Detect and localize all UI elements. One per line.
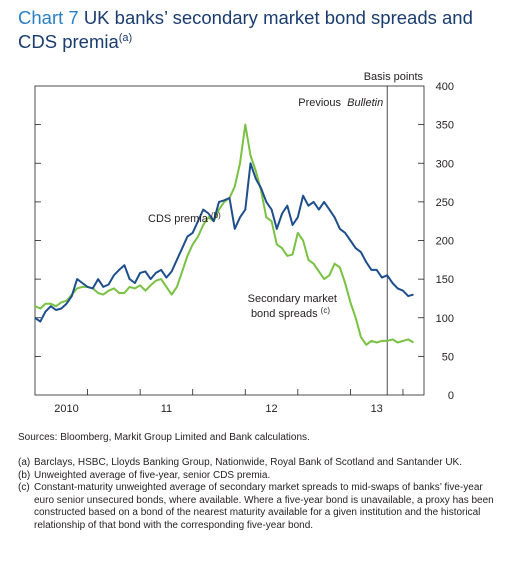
footnote-a-marker: (a): [18, 457, 31, 468]
y-tick-label: 150: [436, 274, 454, 286]
series-line-cds: [34, 162, 414, 323]
y-tick-label: 300: [436, 158, 454, 170]
footnote-b-marker: (b): [18, 469, 31, 481]
footnote-c-text: Constant-maturity unweighted average of …: [34, 482, 494, 531]
previous-bulletin-label: Previous Bulletin: [298, 97, 383, 109]
y-tick-label: 350: [436, 120, 454, 132]
y-axis-label: Basis points: [364, 71, 424, 83]
axis-ticks: [35, 124, 424, 395]
cds-label-sup: (b): [211, 211, 221, 220]
title-footnote-ref: (a): [118, 31, 133, 44]
y-tick-label: 100: [436, 313, 454, 325]
chart-title-text: UK banks’ secondary market bond spreads …: [18, 7, 473, 52]
chart-title: Chart 7 UK banks’ secondary market bond …: [18, 6, 498, 54]
plot-frame: [34, 85, 425, 396]
footnote-b-text: Unweighted average of five-year, senior …: [34, 469, 271, 481]
previous-bulletin-text: Previous: [298, 97, 341, 109]
x-tick-label: 2010: [54, 403, 78, 415]
chart-number: Chart 7: [18, 7, 79, 28]
bond-label-sup: (c): [321, 306, 331, 315]
y-tick-label: 0: [448, 390, 454, 402]
cds-label: CDS premia (b): [148, 211, 221, 225]
footnote-a-text: Barclays, HSBC, Lloyds Banking Group, Na…: [34, 457, 463, 468]
cds-label-text: CDS premia: [148, 213, 209, 225]
footnote-a: (a) Barclays, HSBC, Lloyds Banking Group,…: [18, 457, 500, 470]
y-tick-label: 400: [436, 81, 454, 93]
x-tick-labels: 2010 11 12 13: [54, 403, 383, 415]
x-tick-label: 12: [265, 403, 277, 415]
bond-label-line1: Secondary market: [248, 293, 337, 305]
y-tick-label: 200: [436, 236, 454, 248]
footnote-c-marker: (c): [18, 482, 30, 493]
footnotes: (a) Barclays, HSBC, Lloyds Banking Group,…: [18, 457, 500, 532]
sources: Sources: Bloomberg, Markit Group Limited…: [18, 432, 310, 443]
footnote-c: (c) Constant-maturity unweighted average …: [18, 482, 500, 532]
y-tick-labels: 0 50 100 150 200 250 300 350 400: [436, 81, 454, 402]
chart: Basis points 0 50 100 150 200 250 300 350 400 20…: [34, 71, 454, 415]
bond-label: Secondary market bond spreads (c): [248, 293, 340, 320]
series-line-bond: [34, 123, 415, 346]
y-tick-label: 250: [436, 197, 454, 209]
footnote-b: (b) Unweighted average of five-year, seni…: [18, 470, 500, 483]
x-tick-label: 13: [371, 403, 383, 415]
previous-bulletin-italic: Bulletin: [347, 97, 383, 109]
y-tick-label: 50: [442, 351, 454, 363]
bond-label-line2: bond spreads: [251, 308, 318, 320]
x-tick-label: 11: [161, 403, 172, 415]
